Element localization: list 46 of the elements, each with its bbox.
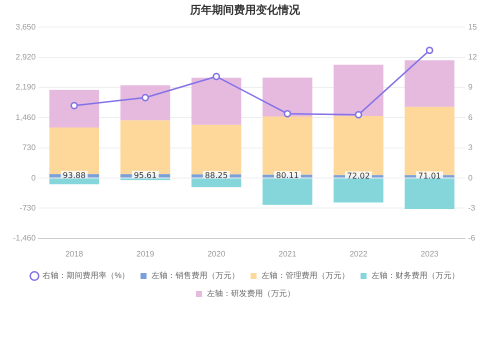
legend-label: 左轴：销售费用（万元） [152, 271, 240, 280]
y2-tick-label: 9 [468, 82, 474, 92]
y-tick-label: 1,460 [16, 112, 36, 122]
legend-label: 左轴：财务费用（万元） [372, 271, 460, 280]
data-label: 80.11 [276, 171, 299, 180]
y2-tick-label: -6 [468, 234, 476, 243]
bar [120, 85, 170, 120]
y2-tick-label: 6 [468, 112, 474, 122]
x-tick-label: 2020 [207, 249, 226, 258]
bar [404, 60, 454, 107]
y-tick-label: -730 [20, 203, 36, 212]
y2-tick-label: -3 [468, 203, 476, 212]
legend-label: 左轴：管理费用（万元） [262, 271, 350, 280]
y-tick-label: 2,920 [16, 52, 36, 62]
data-label: 95.61 [134, 170, 157, 180]
y-tick-label: -1,460 [12, 234, 36, 243]
data-label: 71.01 [418, 171, 442, 180]
point [212, 72, 220, 80]
y-tick-label: 730 [22, 143, 36, 152]
data-label: 93.88 [62, 170, 86, 180]
y-tick-label: 0 [31, 173, 36, 182]
y2-tick-label: 0 [468, 173, 474, 182]
legend-label: 左轴：研发费用（万元） [207, 289, 295, 298]
point [70, 102, 78, 110]
y2-tick-label: 15 [468, 22, 478, 32]
x-tick-label: 2023 [420, 249, 440, 258]
data-label: 88.25 [204, 171, 228, 180]
point [354, 110, 362, 118]
bar [262, 78, 312, 116]
x-tick-label: 2019 [136, 249, 155, 258]
bar [49, 90, 100, 128]
x-tick-label: 2021 [278, 249, 297, 258]
y-tick-label: 2,190 [16, 82, 36, 92]
y2-tick-label: 12 [468, 52, 478, 62]
y-tick-label: 3,650 [16, 22, 36, 32]
point [426, 46, 434, 54]
legend-label: 右轴：期间费用率（%） [42, 271, 130, 280]
bar [191, 78, 242, 125]
point [284, 110, 292, 118]
data-label: 72.02 [347, 171, 370, 180]
point [142, 94, 150, 102]
x-tick-label: 2018 [65, 249, 84, 258]
y2-tick-label: 3 [468, 143, 474, 152]
x-tick-label: 2022 [350, 249, 368, 258]
chart-title: 历年期间费用变化情况 [189, 4, 301, 17]
bar [334, 64, 384, 116]
